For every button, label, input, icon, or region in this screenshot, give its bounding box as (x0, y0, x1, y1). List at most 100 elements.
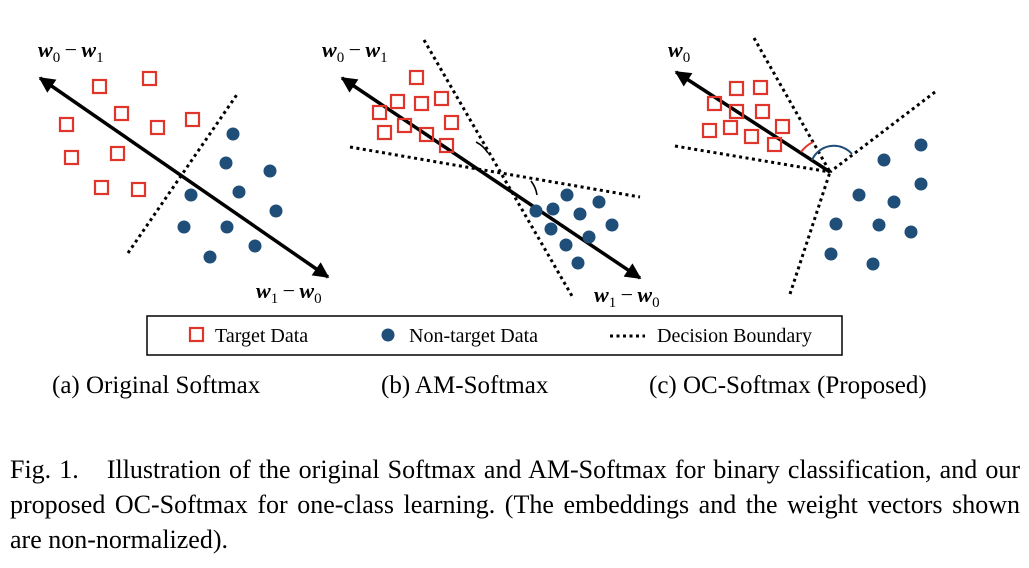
target-point (58, 116, 75, 133)
target-point (752, 79, 769, 96)
non-target-point (544, 222, 558, 236)
non-target-point (914, 177, 928, 191)
target-point (63, 149, 80, 166)
legend-target-swatch (188, 326, 205, 343)
legend-target-label: Target Data (215, 325, 308, 347)
target-point (728, 103, 745, 120)
vector-label-bottom-b: w1 − w0 (594, 282, 660, 311)
target-point (701, 122, 718, 139)
non-target-point (248, 239, 262, 253)
non-target-point (866, 257, 880, 271)
non-target-point (560, 188, 574, 202)
vector-label-top-c: w0 (668, 37, 690, 66)
margin-arc-b1 (475, 141, 489, 154)
non-target-point (592, 195, 606, 209)
non-target-points-c (824, 138, 928, 271)
non-target-points-b (529, 188, 619, 270)
target-point (109, 145, 126, 162)
weight-vector-a (38, 76, 330, 279)
non-target-point (269, 204, 283, 218)
legend-box (146, 315, 843, 356)
target-point (722, 119, 739, 136)
non-target-point (263, 164, 277, 178)
non-target-point (203, 250, 217, 264)
target-point (438, 137, 455, 154)
target-point (443, 114, 460, 131)
weight-vector-b (340, 76, 642, 280)
target-points-a (58, 70, 201, 198)
vector-label-bottom-a: w1 − w0 (256, 278, 322, 307)
target-point (141, 70, 158, 87)
target-points-b (371, 69, 460, 154)
figure-illustration: w0 − w1 w1 − w0 (38, 37, 936, 399)
target-point (113, 105, 130, 122)
angle-arc-target (800, 141, 814, 153)
non-target-point (226, 127, 240, 141)
decision-boundary-b1 (422, 39, 574, 297)
non-target-points-a (177, 127, 283, 264)
target-point (130, 181, 147, 198)
target-point (389, 93, 406, 110)
non-target-point (872, 218, 886, 232)
non-target-point (573, 207, 587, 221)
target-point (754, 103, 771, 120)
non-target-point (852, 188, 866, 202)
non-target-point (829, 217, 843, 231)
non-target-point (559, 238, 573, 252)
non-target-point (220, 220, 234, 234)
target-point (418, 126, 435, 143)
non-target-point (546, 202, 560, 216)
weight-vector-c (674, 70, 831, 174)
target-point (91, 78, 108, 95)
non-target-point (887, 195, 901, 209)
target-point (396, 117, 413, 134)
non-target-point (877, 153, 891, 167)
figure-number: Fig. 1. (10, 455, 79, 484)
target-point (184, 111, 201, 128)
panel-c: w0 (668, 37, 936, 295)
non-target-point (571, 256, 585, 270)
non-target-point (177, 220, 191, 234)
non-target-point (184, 188, 198, 202)
target-point (433, 90, 450, 107)
decision-boundary-b2 (349, 145, 641, 199)
legend: Target Data Non-target Data Decision Bou… (146, 315, 843, 356)
panel-b: w0 − w1 w1 − w0 (322, 37, 660, 311)
legend-boundary-label: Decision Boundary (657, 325, 812, 347)
target-point (413, 95, 430, 112)
non-target-point (219, 156, 233, 170)
target-points-c (701, 79, 791, 153)
vector-label-top-b: w0 − w1 (322, 37, 388, 66)
angle-arc-non-target (811, 144, 853, 161)
panel-a: w0 − w1 w1 − w0 (38, 37, 330, 307)
non-target-point (904, 225, 918, 239)
panel-title-c: (c) OC-Softmax (Proposed) (649, 372, 927, 399)
target-point (93, 179, 110, 196)
target-point (149, 119, 166, 136)
decision-boundary-c3 (829, 90, 936, 174)
non-target-point (529, 204, 543, 218)
legend-non-target-label: Non-target Data (409, 325, 538, 347)
target-point (743, 128, 760, 145)
non-target-point (914, 138, 928, 152)
decision-boundary-c4 (788, 171, 832, 295)
figure-caption: Fig. 1. Illustration of the original Soft… (10, 452, 1020, 557)
target-point (376, 124, 393, 141)
margin-arc-b2 (530, 180, 538, 196)
target-point (371, 104, 388, 121)
panel-title-a: (a) Original Softmax (52, 372, 261, 399)
non-target-point (582, 230, 596, 244)
non-target-point (824, 247, 838, 261)
legend-non-target-swatch (381, 328, 395, 342)
target-point (706, 95, 723, 112)
non-target-point (605, 218, 619, 232)
decision-boundary-c2 (674, 144, 831, 174)
target-point (774, 118, 791, 135)
target-point (408, 69, 425, 86)
target-point (728, 80, 745, 97)
target-point (766, 136, 783, 153)
caption-text: Illustration of the original Softmax and… (10, 455, 1020, 554)
vector-label-top-a: w0 − w1 (38, 37, 104, 66)
panel-title-b: (b) AM-Softmax (381, 372, 549, 399)
non-target-point (232, 185, 246, 199)
